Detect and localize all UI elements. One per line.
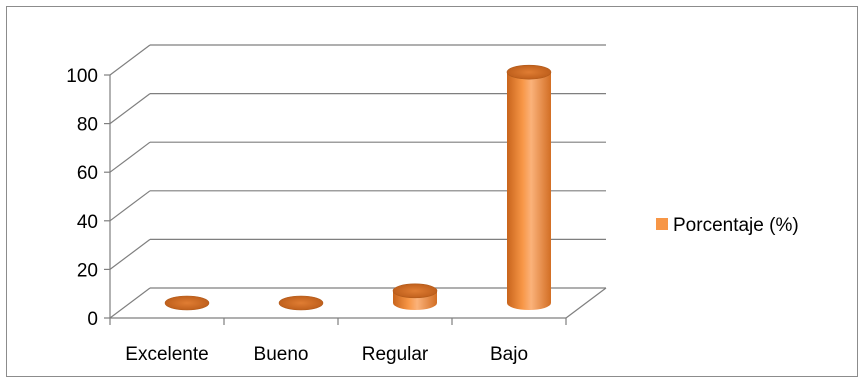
gridline-diagonal xyxy=(109,44,151,76)
x-tick-label: Bajo xyxy=(490,344,528,365)
y-tick-label: 20 xyxy=(77,260,98,281)
legend-swatch xyxy=(656,218,668,230)
legend: Porcentaje (%) xyxy=(656,215,799,236)
y-tick-label: 80 xyxy=(77,115,98,136)
gridline-diagonal xyxy=(109,190,151,222)
x-tick-label: Bueno xyxy=(254,344,309,365)
bar xyxy=(392,283,438,310)
y-tick-label: 40 xyxy=(77,212,98,233)
gridline-diagonal xyxy=(109,141,151,173)
y-tick-label: 0 xyxy=(87,309,98,330)
chart-area xyxy=(6,6,858,377)
x-tick-label: Regular xyxy=(362,344,429,365)
x-tick-label: Excelente xyxy=(125,344,208,365)
bar xyxy=(506,64,552,311)
bar-top xyxy=(278,295,324,311)
floor-right-edge xyxy=(565,287,607,319)
bar-top xyxy=(506,64,552,80)
legend-label: Porcentaje (%) xyxy=(673,215,799,236)
y-tick-label: 60 xyxy=(77,163,98,184)
bar-top xyxy=(392,283,438,299)
bar xyxy=(164,295,210,311)
gridline-diagonal xyxy=(109,238,151,270)
gridline-diagonal xyxy=(109,93,151,125)
bar-top xyxy=(164,295,210,311)
bar-body xyxy=(507,72,551,311)
bars xyxy=(164,64,552,311)
gridline-diagonal xyxy=(109,287,151,319)
y-tick-label: 100 xyxy=(66,66,98,87)
y-axis-ticks: 0 20 40 60 80 100 xyxy=(66,66,110,330)
bar xyxy=(278,295,324,311)
x-axis-ticks: Excelente Bueno Regular Bajo xyxy=(109,318,567,365)
